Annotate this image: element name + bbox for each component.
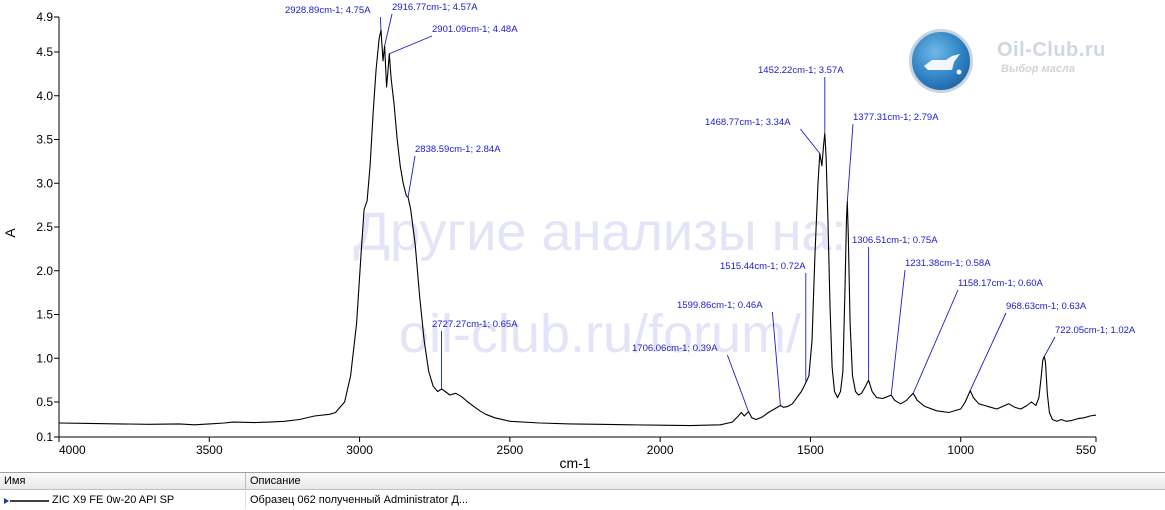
legend-row-description[interactable]: Образец 062 полученный Administrator Д..… [250, 494, 469, 506]
annotation-leader [384, 13, 393, 46]
peak-label: 1231.38cm-1; 0.58A [905, 258, 991, 269]
y-axis-title: A [2, 228, 18, 238]
annotation-leader [407, 155, 416, 198]
annotation-leader [389, 35, 433, 55]
peak-label: 2916.77cm-1; 4.57A [392, 2, 478, 13]
y-tick-label: 3.0 [36, 176, 53, 190]
annotation-leader [969, 312, 1007, 391]
peak-label: 2928.89cm-1; 4.75A [285, 5, 371, 16]
x-tick-label: 3000 [346, 443, 373, 457]
annotation-leader [800, 128, 821, 154]
x-tick-label: 2500 [497, 443, 524, 457]
peak-label: 1306.51cm-1; 0.75A [852, 235, 938, 246]
watermark: Другие анализы на: oil-club.ru/forum/ [354, 202, 847, 364]
peak-label: 1377.31cm-1; 2.79A [853, 112, 939, 123]
axes: 4000 3500 3000 2500 2000 1500 1000 550 0.1 0.5 1.0… [36, 10, 1097, 457]
x-tick-label: 550 [1076, 443, 1096, 457]
annotation-leader [846, 123, 854, 202]
column-header-name[interactable]: Имя [0, 473, 246, 490]
peak-label: 1452.22cm-1; 3.57A [758, 65, 844, 76]
y-tick-label: 2.0 [36, 264, 53, 278]
series-layer [58, 29, 1097, 427]
peak-label: 2901.09cm-1; 4.48A [432, 24, 518, 35]
legend-table: Имя Описание ZIC X9 FE 0w-20 API SP Обра… [0, 472, 1165, 510]
oil-can-icon [909, 29, 973, 93]
x-tick-label: 2000 [647, 443, 674, 457]
y-tick-label: 3.5 [36, 133, 53, 147]
y-tick-label: 1.5 [36, 308, 53, 322]
legend-row-name[interactable]: ZIC X9 FE 0w-20 API SP [0, 491, 246, 509]
series-line [58, 29, 1097, 427]
peak-label: 1515.44cm-1; 0.72A [720, 261, 806, 272]
spectrum-chart: Другие анализы на: oil-club.ru/forum/ 40… [2, 2, 1155, 470]
y-tick-label: 0.1 [36, 430, 53, 444]
watermark-line-2: oil-club.ru/forum/ [399, 304, 801, 364]
peak-annotations: 2928.89cm-1; 4.75A 2916.77cm-1; 4.57A 2901… [285, 2, 1136, 412]
x-tick-label: 4000 [59, 443, 86, 457]
annotation-leader [912, 289, 959, 394]
peak-label: 722.05cm-1; 1.02A [1055, 325, 1136, 336]
peak-label: 1599.86cm-1; 0.46A [677, 300, 763, 311]
y-tick-label: 1.0 [36, 351, 53, 365]
peak-label: 1706.06cm-1; 0.39A [632, 343, 718, 354]
peak-label: 1468.77cm-1; 3.34A [705, 117, 791, 128]
x-axis-title: cm-1 [559, 455, 590, 470]
y-tick-label: 2.5 [36, 220, 53, 234]
y-tick-label: 4.5 [36, 45, 53, 59]
chart-svg: Другие анализы на: oil-club.ru/forum/ 40… [2, 2, 1136, 470]
y-tick-label: 4.0 [36, 89, 53, 103]
x-tick-label: 3500 [196, 443, 223, 457]
peak-label: 968.63cm-1; 0.63A [1006, 301, 1087, 312]
peak-label: 1158.17cm-1; 0.60A [958, 278, 1044, 289]
peak-label: 2727.27cm-1; 0.65A [432, 319, 518, 330]
x-tick-label: 1500 [797, 443, 824, 457]
annotation-leader [771, 311, 781, 406]
logo-title: Oil-Club.ru [997, 39, 1106, 61]
watermark-line-1: Другие анализы на: [354, 202, 847, 262]
logo-subtitle: Выбор масла [1001, 63, 1075, 75]
oil-club-logo: Oil-Club.ru Выбор масла [905, 25, 1155, 100]
annotation-leader [890, 269, 906, 396]
y-tick-label: 0.5 [36, 395, 53, 409]
series-color-swatch [4, 498, 49, 504]
annotation-leader [379, 16, 382, 31]
x-tick-label: 1000 [947, 443, 974, 457]
annotation-leader [726, 354, 749, 412]
y-tick-label: 4.9 [36, 10, 53, 24]
column-header-description[interactable]: Описание [246, 473, 1165, 490]
peak-label: 2838.59cm-1; 2.84A [415, 144, 501, 155]
annotation-leader [1043, 336, 1056, 357]
